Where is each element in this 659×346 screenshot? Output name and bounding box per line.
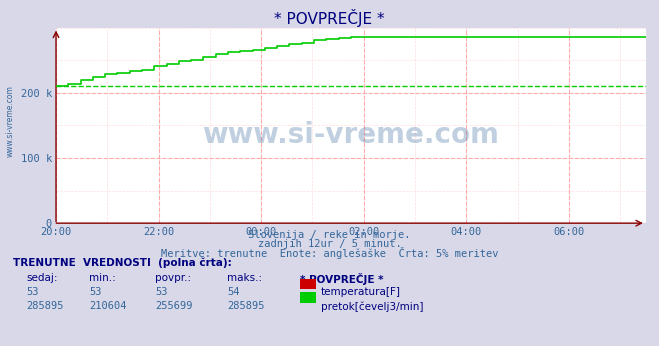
Text: * POVPREČJE *: * POVPREČJE * — [274, 9, 385, 27]
Text: min.:: min.: — [89, 273, 116, 283]
Text: povpr.:: povpr.: — [155, 273, 191, 283]
Text: 54: 54 — [227, 287, 240, 297]
Text: sedaj:: sedaj: — [26, 273, 58, 283]
Text: 53: 53 — [155, 287, 167, 297]
Text: pretok[čevelj3/min]: pretok[čevelj3/min] — [321, 301, 424, 311]
Text: * POVPREČJE *: * POVPREČJE * — [300, 273, 384, 285]
Text: 53: 53 — [89, 287, 101, 297]
Text: zadnjih 12ur / 5 minut.: zadnjih 12ur / 5 minut. — [258, 239, 401, 249]
Text: 53: 53 — [26, 287, 39, 297]
Text: 210604: 210604 — [89, 301, 127, 311]
Text: temperatura[F]: temperatura[F] — [321, 287, 401, 297]
Text: TRENUTNE  VREDNOSTI  (polna črta):: TRENUTNE VREDNOSTI (polna črta): — [13, 258, 232, 268]
Text: Meritve: trenutne  Enote: anglešaške  Črta: 5% meritev: Meritve: trenutne Enote: anglešaške Črta… — [161, 247, 498, 260]
Text: www.si-vreme.com: www.si-vreme.com — [202, 121, 500, 149]
Text: 285895: 285895 — [227, 301, 265, 311]
Text: www.si-vreme.com: www.si-vreme.com — [5, 85, 14, 157]
Text: maks.:: maks.: — [227, 273, 262, 283]
Text: Slovenija / reke in morje.: Slovenija / reke in morje. — [248, 230, 411, 240]
Text: 255699: 255699 — [155, 301, 192, 311]
Text: 285895: 285895 — [26, 301, 64, 311]
